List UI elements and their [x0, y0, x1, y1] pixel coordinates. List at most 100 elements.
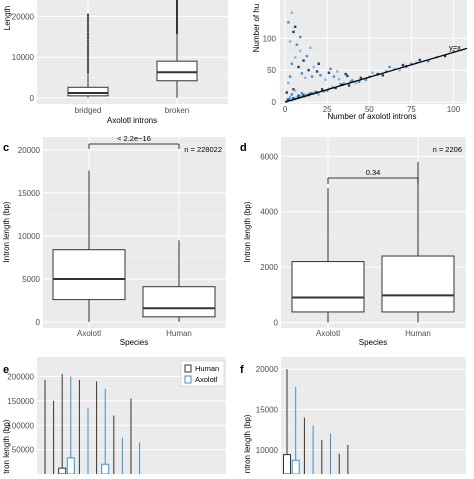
a-outlier-point	[87, 55, 89, 58]
b-scatter-point	[300, 91, 304, 95]
panel-b-background	[280, 0, 467, 104]
c-panel-letter: c	[3, 142, 9, 154]
b-scatter-point	[297, 94, 300, 97]
b-scatter-point	[344, 72, 347, 76]
a-outlier-point	[87, 57, 89, 59]
a-outlier-point	[87, 51, 89, 53]
a-outlier-point	[87, 70, 89, 72]
a-outlier-point	[87, 23, 89, 26]
d-box	[291, 261, 365, 313]
a-outlier-point	[176, 0, 178, 1]
a-outlier-point	[87, 54, 89, 56]
b-scatter-point	[290, 62, 293, 66]
b-scatter-point	[290, 11, 293, 14]
a-outlier-point	[87, 52, 89, 55]
b-scatter-point	[288, 95, 292, 99]
panel-a: 0 10000 20000 bridged broken Axolotl intro…	[3, 0, 228, 125]
a-outlier-point	[87, 42, 89, 45]
d-ytick-label: 6000	[260, 152, 278, 161]
a-outlier-point	[87, 36, 89, 39]
b-scatter-point	[319, 74, 322, 77]
b-scatter-point	[302, 93, 305, 97]
a-outlier-point	[87, 49, 89, 52]
e-legend-label-axolotl: Axolotl	[195, 375, 218, 384]
b-scatter-point	[354, 81, 358, 85]
b-y-axis-title: Number of hu	[252, 4, 261, 52]
b-scatter-point	[342, 81, 346, 85]
a-outlier-point	[87, 48, 89, 51]
c-pvalue: < 2.2e−16	[117, 134, 151, 143]
b-scatter-point	[452, 49, 455, 53]
a-outlier-point	[87, 28, 89, 30]
b-scatter-point	[317, 93, 320, 96]
b-scatter-point	[415, 61, 418, 64]
a-y-axis-title: Length	[3, 6, 12, 30]
d-xtick-axolotl: Axolotl	[316, 329, 340, 338]
b-scatter-point	[401, 63, 405, 67]
c-xtick-human: Human	[166, 329, 192, 338]
b-scatter-point	[325, 89, 329, 92]
d-x-axis-title: Species	[359, 338, 387, 347]
f-y-axis-title: Intron length (bp)	[243, 414, 252, 474]
b-scatter-point	[376, 72, 379, 76]
d-ytick-label: 2000	[260, 263, 278, 272]
panel-c: c < 2.2e−16 n = 228022 0 5000 10000 15000 20…	[2, 134, 226, 347]
panel-a-background	[37, 0, 228, 104]
b-scatter-point	[299, 35, 302, 39]
e-panel-letter: e	[3, 364, 9, 376]
a-ytick-label: 20000	[12, 12, 35, 21]
e-legend: Human Axolotl	[180, 360, 225, 387]
b-scatter-point	[324, 78, 327, 81]
b-scatter-point	[349, 80, 352, 83]
e-ytick-label: 200000	[7, 373, 34, 382]
b-scatter-point	[393, 67, 396, 71]
b-scatter-point	[310, 75, 314, 78]
e-box	[58, 467, 67, 475]
d-panel-letter: d	[240, 142, 247, 154]
d-ytick-label: 4000	[260, 208, 278, 217]
d-sample-size: n = 2206	[433, 145, 462, 154]
c-box	[52, 249, 126, 301]
b-scatter-point	[288, 75, 292, 78]
b-scatter-point	[314, 90, 317, 94]
b-scatter-point	[339, 83, 342, 86]
a-outlier-point	[87, 67, 89, 70]
b-scatter-point	[293, 89, 297, 92]
b-scatter-point	[346, 74, 349, 78]
b-scatter-point	[315, 70, 319, 73]
b-scatter-point	[309, 46, 312, 50]
b-scatter-point	[312, 65, 315, 69]
e-legend-key-human	[184, 364, 192, 373]
b-scatter-point	[299, 95, 302, 98]
b-scatter-point	[295, 43, 299, 46]
panel-d: d 0.34 n = 2206 0 2000 4000 6000 Axolotl Hu…	[240, 137, 466, 347]
b-scatter-point	[299, 49, 302, 53]
b-scatter-point	[381, 74, 384, 77]
b-scatter-point	[305, 93, 309, 96]
panel-e: e Human Axolotl 50000100000150000200000 …	[2, 357, 226, 479]
b-scatter-point	[347, 84, 351, 87]
f-ytick-label: 10000	[256, 446, 279, 455]
a-outlier-point	[87, 26, 89, 29]
b-scatter-point	[364, 78, 368, 81]
a-outlier-point	[87, 38, 89, 40]
b-scatter-point	[410, 62, 413, 66]
d-box	[381, 255, 455, 313]
panel-f: f 10000 15000 20000 Intron length (bp)	[240, 357, 466, 475]
a-outlier-point	[87, 45, 89, 48]
c-ytick-label: 15000	[18, 189, 41, 198]
b-scatter-point	[295, 95, 299, 99]
b-scatter-point	[371, 71, 374, 74]
b-scatter-point	[292, 97, 295, 100]
a-outlier-point	[87, 16, 89, 18]
f-ytick-label: 15000	[256, 405, 279, 414]
panel-b: y=x 0 50 100 0 25 50 75 100 Number of axolotl …	[252, 0, 468, 121]
b-scatter-point	[337, 77, 341, 81]
a-outlier-point	[87, 14, 89, 17]
e-ytick-label: 150000	[7, 397, 34, 406]
a-box	[156, 60, 198, 82]
d-pvalue: 0.34	[366, 168, 381, 177]
b-scatter-point	[351, 79, 354, 82]
b-scatter-point	[288, 98, 292, 101]
b-scatter-point	[287, 98, 290, 102]
